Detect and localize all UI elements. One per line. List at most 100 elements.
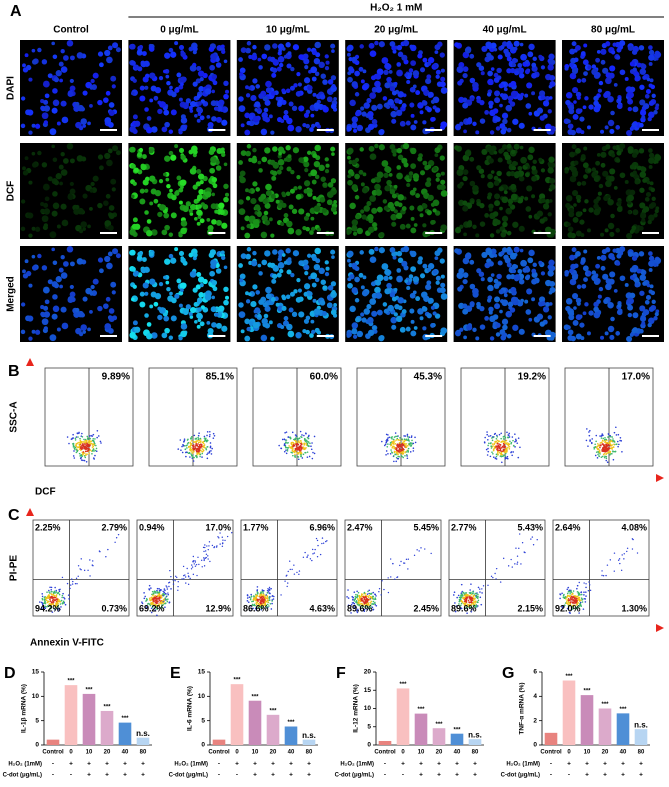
cell bbox=[463, 232, 467, 237]
event bbox=[414, 441, 417, 444]
cell bbox=[129, 249, 136, 256]
cell bbox=[488, 310, 493, 315]
quadrant-percentage: 2.25% bbox=[35, 522, 61, 532]
event bbox=[162, 595, 164, 597]
cell bbox=[97, 202, 103, 209]
cell bbox=[648, 45, 653, 50]
event bbox=[400, 451, 403, 454]
cell bbox=[510, 193, 518, 201]
cell bbox=[419, 170, 426, 176]
cell bbox=[488, 158, 494, 164]
event bbox=[613, 450, 616, 453]
cell bbox=[624, 179, 629, 184]
event bbox=[505, 439, 508, 442]
event bbox=[148, 603, 151, 605]
event bbox=[88, 437, 91, 440]
cell bbox=[303, 85, 309, 91]
cell bbox=[536, 107, 544, 114]
event bbox=[215, 546, 218, 548]
cell bbox=[129, 43, 136, 50]
cell bbox=[417, 259, 423, 265]
cell bbox=[511, 63, 517, 68]
cell bbox=[288, 101, 294, 107]
cell bbox=[588, 310, 594, 316]
event bbox=[395, 453, 397, 456]
cell bbox=[260, 128, 268, 136]
event bbox=[72, 446, 75, 448]
event bbox=[510, 441, 513, 444]
cell bbox=[171, 91, 177, 98]
cell bbox=[179, 179, 187, 187]
event bbox=[585, 439, 588, 442]
event bbox=[88, 444, 90, 447]
cell bbox=[211, 89, 216, 94]
cell bbox=[312, 298, 317, 303]
cell bbox=[264, 250, 271, 257]
event bbox=[253, 595, 255, 598]
cell bbox=[507, 198, 514, 205]
event bbox=[305, 442, 308, 445]
event bbox=[397, 445, 400, 447]
cell bbox=[174, 144, 179, 149]
cell bbox=[61, 322, 69, 330]
cell bbox=[594, 278, 600, 285]
cell bbox=[642, 178, 647, 183]
cell bbox=[422, 160, 428, 166]
cell bbox=[454, 330, 462, 337]
cell bbox=[545, 96, 550, 101]
event bbox=[494, 447, 496, 450]
cell bbox=[351, 225, 358, 232]
column-label: 0 μg/mL bbox=[160, 25, 198, 36]
cell bbox=[240, 150, 247, 157]
event bbox=[83, 441, 85, 443]
cell bbox=[314, 41, 322, 49]
cell bbox=[462, 272, 469, 278]
cell bbox=[111, 187, 116, 192]
event bbox=[83, 438, 85, 441]
event bbox=[90, 442, 92, 445]
cell bbox=[393, 81, 398, 86]
event bbox=[617, 445, 619, 448]
event bbox=[391, 451, 394, 454]
cell bbox=[374, 246, 379, 252]
cell bbox=[499, 103, 503, 108]
cell bbox=[639, 122, 644, 128]
cell bbox=[151, 229, 158, 236]
cell bbox=[440, 76, 446, 82]
event bbox=[294, 449, 297, 451]
cell bbox=[492, 314, 499, 320]
event bbox=[261, 595, 264, 598]
event bbox=[499, 444, 502, 446]
cell bbox=[245, 47, 251, 54]
cell bbox=[200, 202, 206, 207]
cell bbox=[311, 282, 317, 288]
event bbox=[389, 441, 392, 444]
cell bbox=[144, 210, 149, 215]
cell bbox=[295, 90, 302, 97]
cell bbox=[139, 85, 145, 91]
cell bbox=[196, 272, 202, 278]
event bbox=[68, 442, 70, 445]
event bbox=[403, 448, 405, 451]
cell bbox=[506, 274, 512, 280]
cell bbox=[432, 269, 438, 275]
event bbox=[501, 461, 503, 464]
cell bbox=[632, 209, 639, 216]
cell bbox=[192, 81, 198, 87]
cell bbox=[144, 313, 149, 318]
event bbox=[290, 451, 292, 454]
cell bbox=[469, 77, 476, 84]
cell bbox=[472, 288, 479, 295]
cell bbox=[246, 247, 252, 252]
event bbox=[66, 436, 69, 438]
event bbox=[286, 450, 289, 452]
cell bbox=[248, 115, 254, 121]
cell bbox=[265, 293, 272, 300]
cell bbox=[582, 162, 589, 169]
cell bbox=[397, 51, 404, 58]
event bbox=[612, 458, 615, 461]
cell bbox=[283, 157, 288, 162]
cell bbox=[401, 157, 408, 164]
cell bbox=[648, 62, 653, 66]
event bbox=[387, 437, 389, 439]
